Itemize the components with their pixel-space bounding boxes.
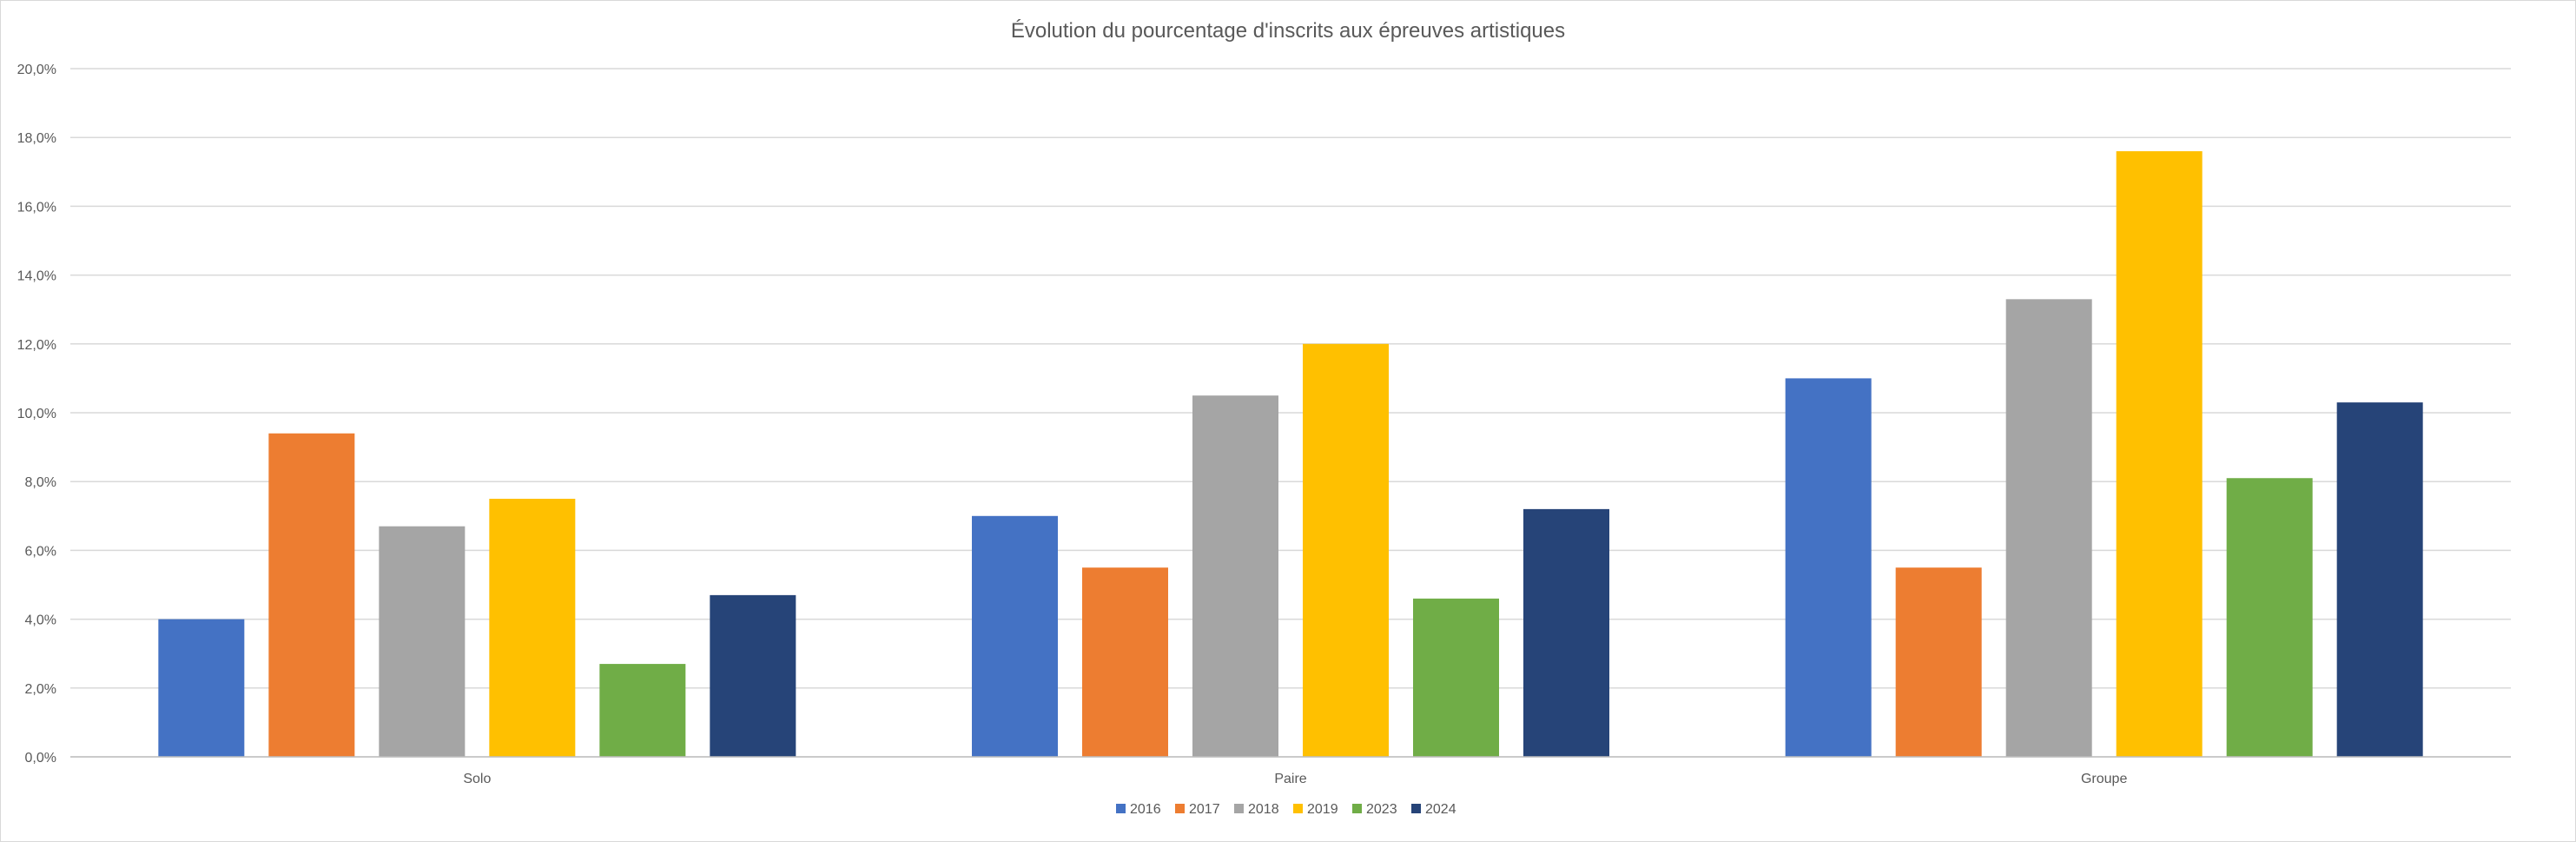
y-tick-label: 10,0% xyxy=(17,407,56,421)
x-axis: Solo Paire Groupe xyxy=(70,756,2511,786)
bar-groupe-2019 xyxy=(2116,151,2203,758)
legend-item-2016[interactable]: 2016 xyxy=(1116,802,1161,817)
bar-solo-2016 xyxy=(158,619,245,757)
legend-label: 2024 xyxy=(1425,802,1456,817)
chart-title: Évolution du pourcentage d'inscrits aux … xyxy=(1011,19,1565,43)
y-tick-label: 12,0% xyxy=(17,338,56,353)
bars xyxy=(158,151,2423,758)
legend[interactable]: 2016 2017 2018 2019 2023 2024 xyxy=(1116,802,1456,817)
legend-label: 2017 xyxy=(1189,802,1220,817)
bar-solo-2019 xyxy=(489,499,576,757)
bar-paire-2019 xyxy=(1303,343,1389,757)
bar-groupe-2023 xyxy=(2226,478,2313,757)
bar-paire-2024 xyxy=(1523,508,1609,757)
bar-paire-2018 xyxy=(1192,395,1278,757)
bar-groupe-2017 xyxy=(1895,567,1982,757)
bar-solo-2023 xyxy=(599,664,686,757)
legend-label: 2023 xyxy=(1366,802,1397,817)
bar-groupe-2016 xyxy=(1785,378,1872,757)
y-tick-label: 20,0% xyxy=(17,63,56,77)
bar-paire-2023 xyxy=(1413,598,1499,757)
legend-swatch xyxy=(1234,804,1244,813)
y-tick-label: 4,0% xyxy=(25,613,56,628)
y-tick-label: 18,0% xyxy=(17,131,56,146)
y-tick-label: 6,0% xyxy=(25,544,56,559)
y-tick-label: 8,0% xyxy=(25,475,56,490)
y-tick-label: 2,0% xyxy=(25,682,56,697)
legend-swatch xyxy=(1293,804,1303,813)
legend-swatch xyxy=(1352,804,1362,813)
legend-label: 2019 xyxy=(1307,802,1338,817)
legend-item-2023[interactable]: 2023 xyxy=(1352,802,1397,817)
bar-paire-2016 xyxy=(972,515,1058,757)
y-tick-label: 14,0% xyxy=(17,269,56,284)
legend-item-2019[interactable]: 2019 xyxy=(1293,802,1338,817)
bar-groupe-2018 xyxy=(2005,299,2092,757)
bar-groupe-2024 xyxy=(2336,402,2423,757)
bar-solo-2018 xyxy=(379,526,466,757)
x-tick-label: Paire xyxy=(1274,772,1306,786)
x-tick-label: Groupe xyxy=(2081,772,2127,786)
legend-swatch xyxy=(1116,804,1126,813)
legend-item-2017[interactable]: 2017 xyxy=(1175,802,1220,817)
legend-item-2024[interactable]: 2024 xyxy=(1411,802,1456,817)
legend-item-2018[interactable]: 2018 xyxy=(1234,802,1279,817)
legend-swatch xyxy=(1411,804,1421,813)
y-tick-label: 16,0% xyxy=(17,200,56,215)
legend-label: 2016 xyxy=(1130,802,1161,817)
gridlines xyxy=(70,68,2511,758)
bar-solo-2024 xyxy=(710,594,796,757)
bar-paire-2017 xyxy=(1082,567,1168,757)
legend-label: 2018 xyxy=(1248,802,1279,817)
legend-swatch xyxy=(1175,804,1185,813)
x-tick-label: Solo xyxy=(463,772,491,786)
y-tick-label: 0,0% xyxy=(25,751,56,766)
bar-solo-2017 xyxy=(268,433,355,757)
y-axis: 0,0% 2,0% 4,0% 6,0% 8,0% 10,0% 12,0% 14,0% 16,0%… xyxy=(17,63,56,766)
